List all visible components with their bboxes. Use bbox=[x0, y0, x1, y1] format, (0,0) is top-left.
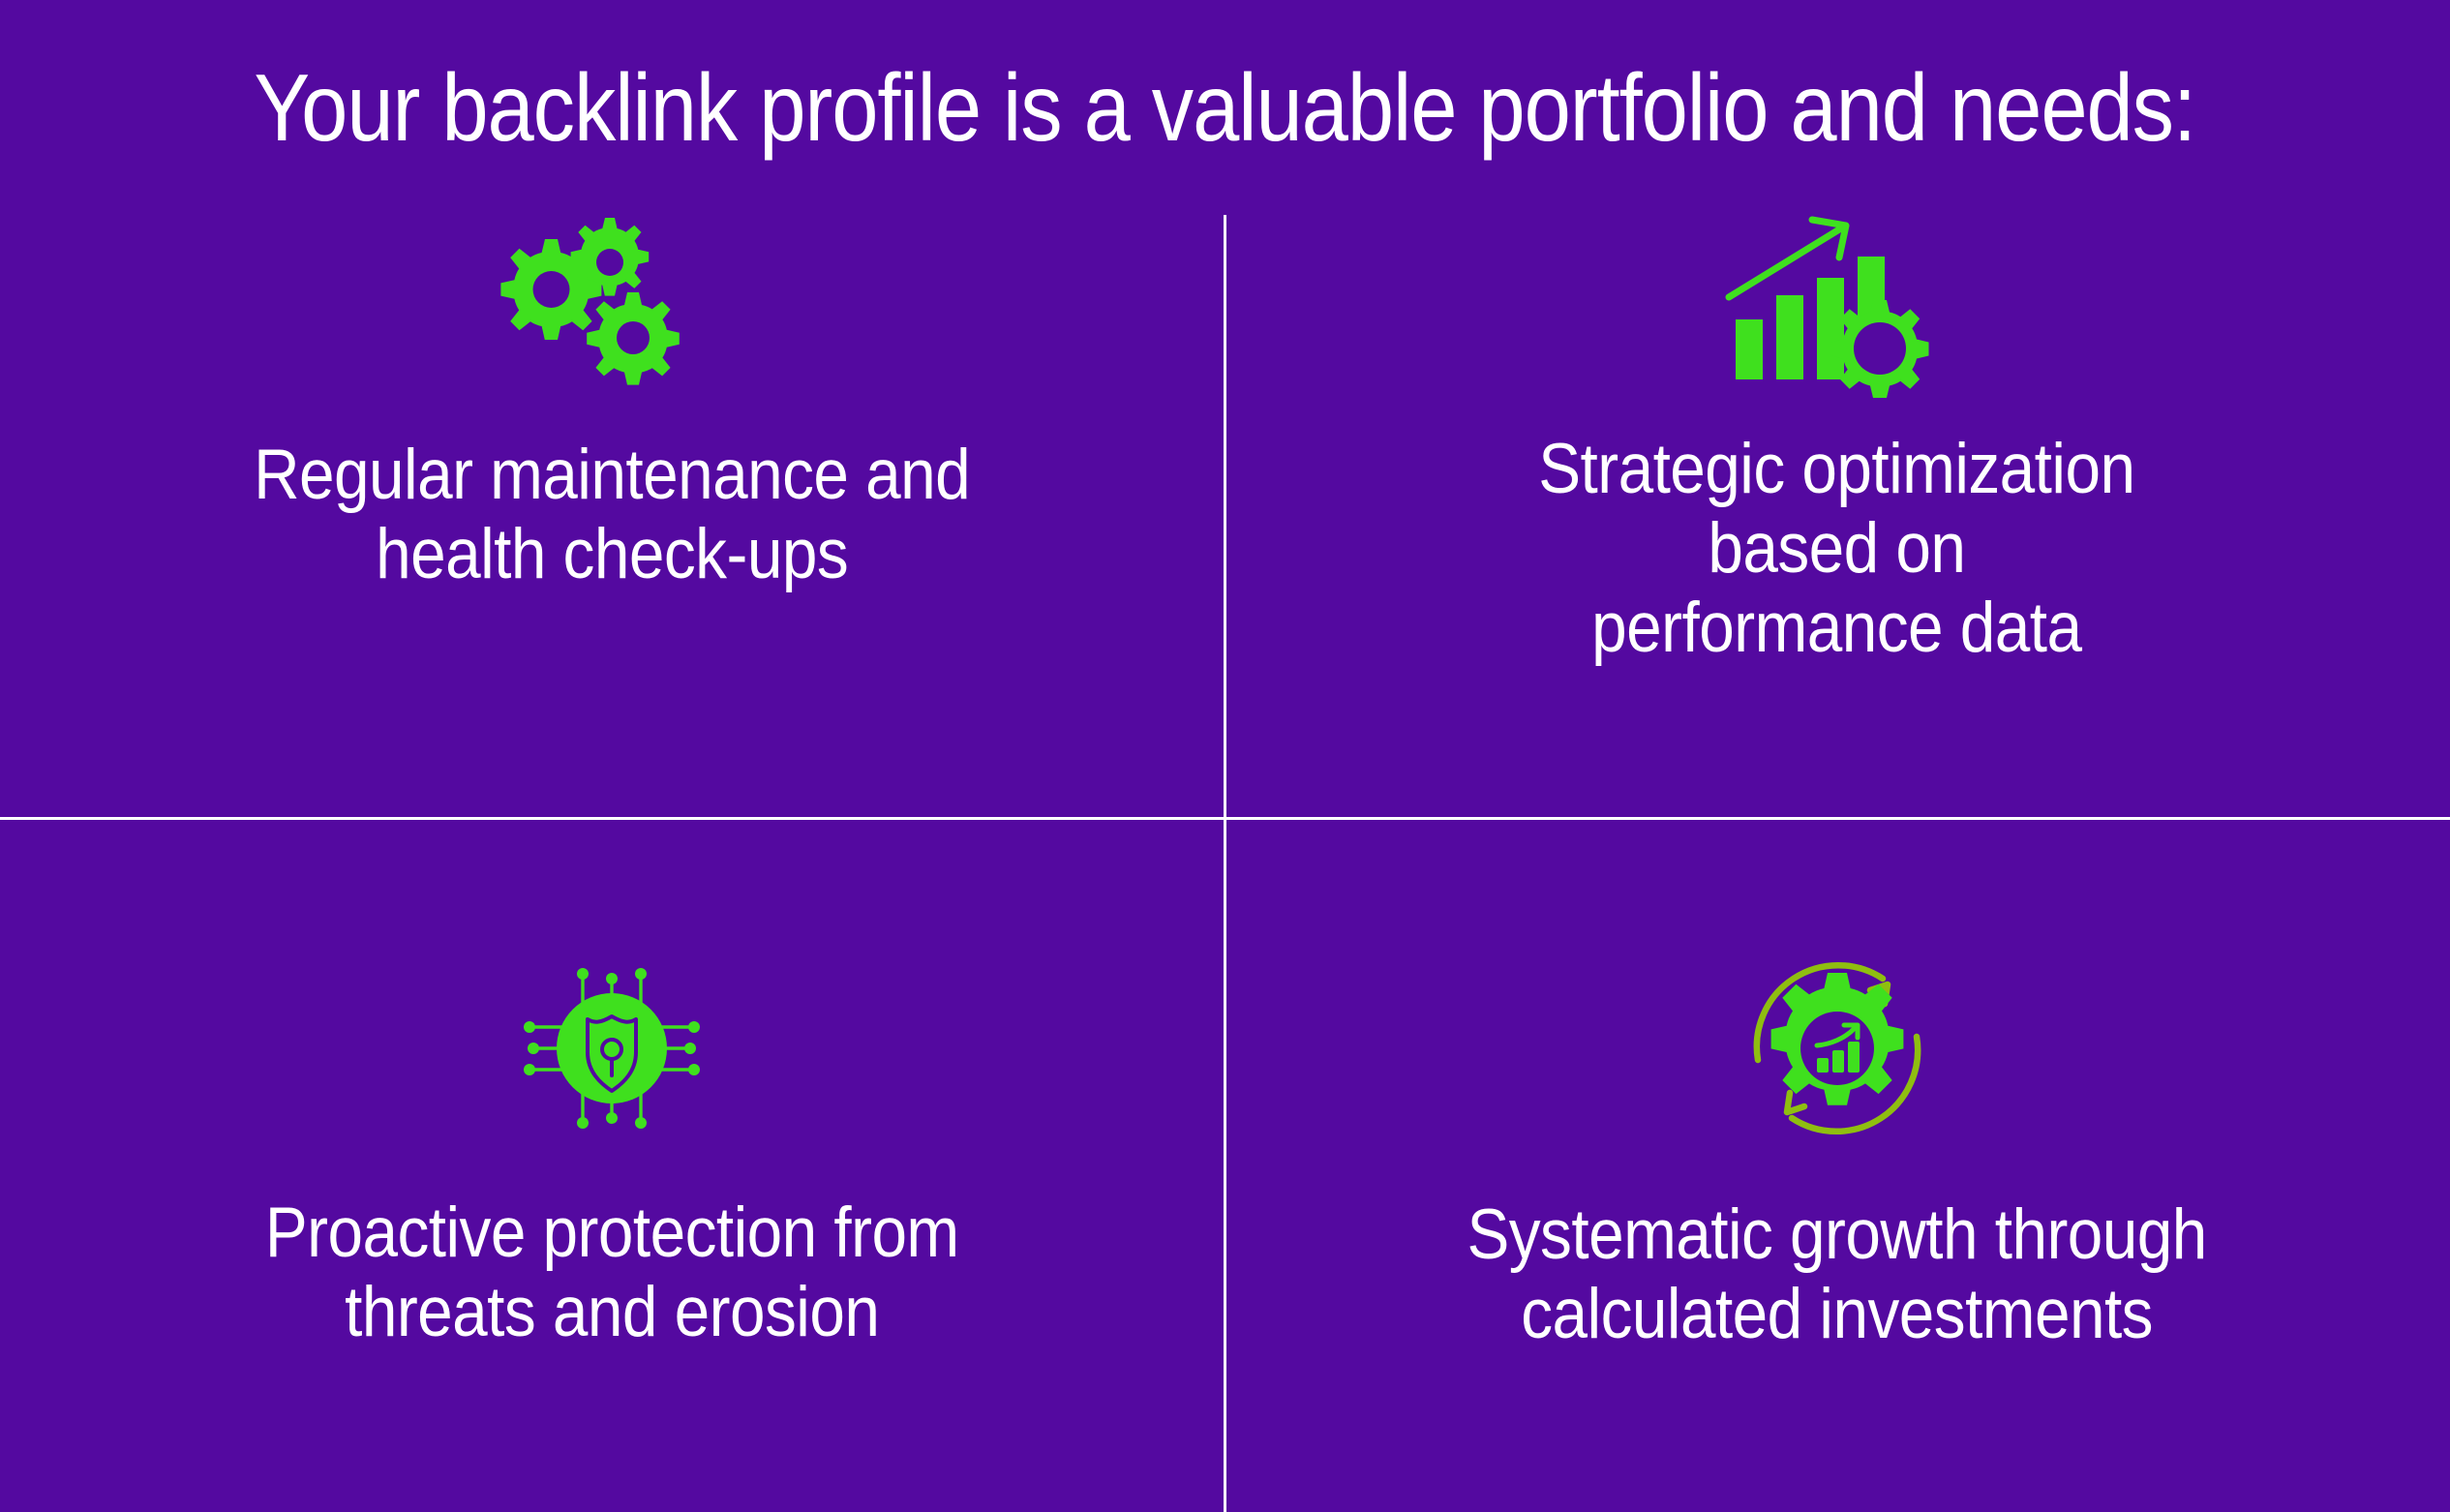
quadrant-grid: Regular maintenance and health check-ups bbox=[0, 215, 2450, 1512]
gear-growth-cycle-icon bbox=[1740, 961, 1934, 1135]
quadrant-label-systematic-growth: Systematic growth through calculated inv… bbox=[1467, 1195, 2207, 1353]
quadrant-regular-maintenance: Regular maintenance and health check-ups bbox=[0, 215, 1224, 818]
cyber-shield-icon bbox=[515, 961, 709, 1135]
quadrant-label-proactive-protection: Proactive protection from threats and er… bbox=[264, 1194, 959, 1351]
title-bar: Your backlink profile is a valuable port… bbox=[0, 0, 2450, 215]
quadrant-strategic-optimization: Strategic optimization based on performa… bbox=[1224, 215, 2450, 818]
quadrant-systematic-growth: Systematic growth through calculated inv… bbox=[1224, 818, 2450, 1512]
vertical-divider bbox=[1224, 215, 1226, 1512]
page-title: Your backlink profile is a valuable port… bbox=[254, 53, 2197, 161]
quadrant-label-strategic-optimization: Strategic optimization based on performa… bbox=[1538, 430, 2135, 667]
quadrant-label-regular-maintenance: Regular maintenance and health check-ups bbox=[254, 436, 971, 593]
growth-chart-gear-icon bbox=[1716, 215, 1958, 398]
quadrant-proactive-protection: Proactive protection from threats and er… bbox=[0, 818, 1224, 1512]
gears-icon bbox=[491, 217, 733, 385]
